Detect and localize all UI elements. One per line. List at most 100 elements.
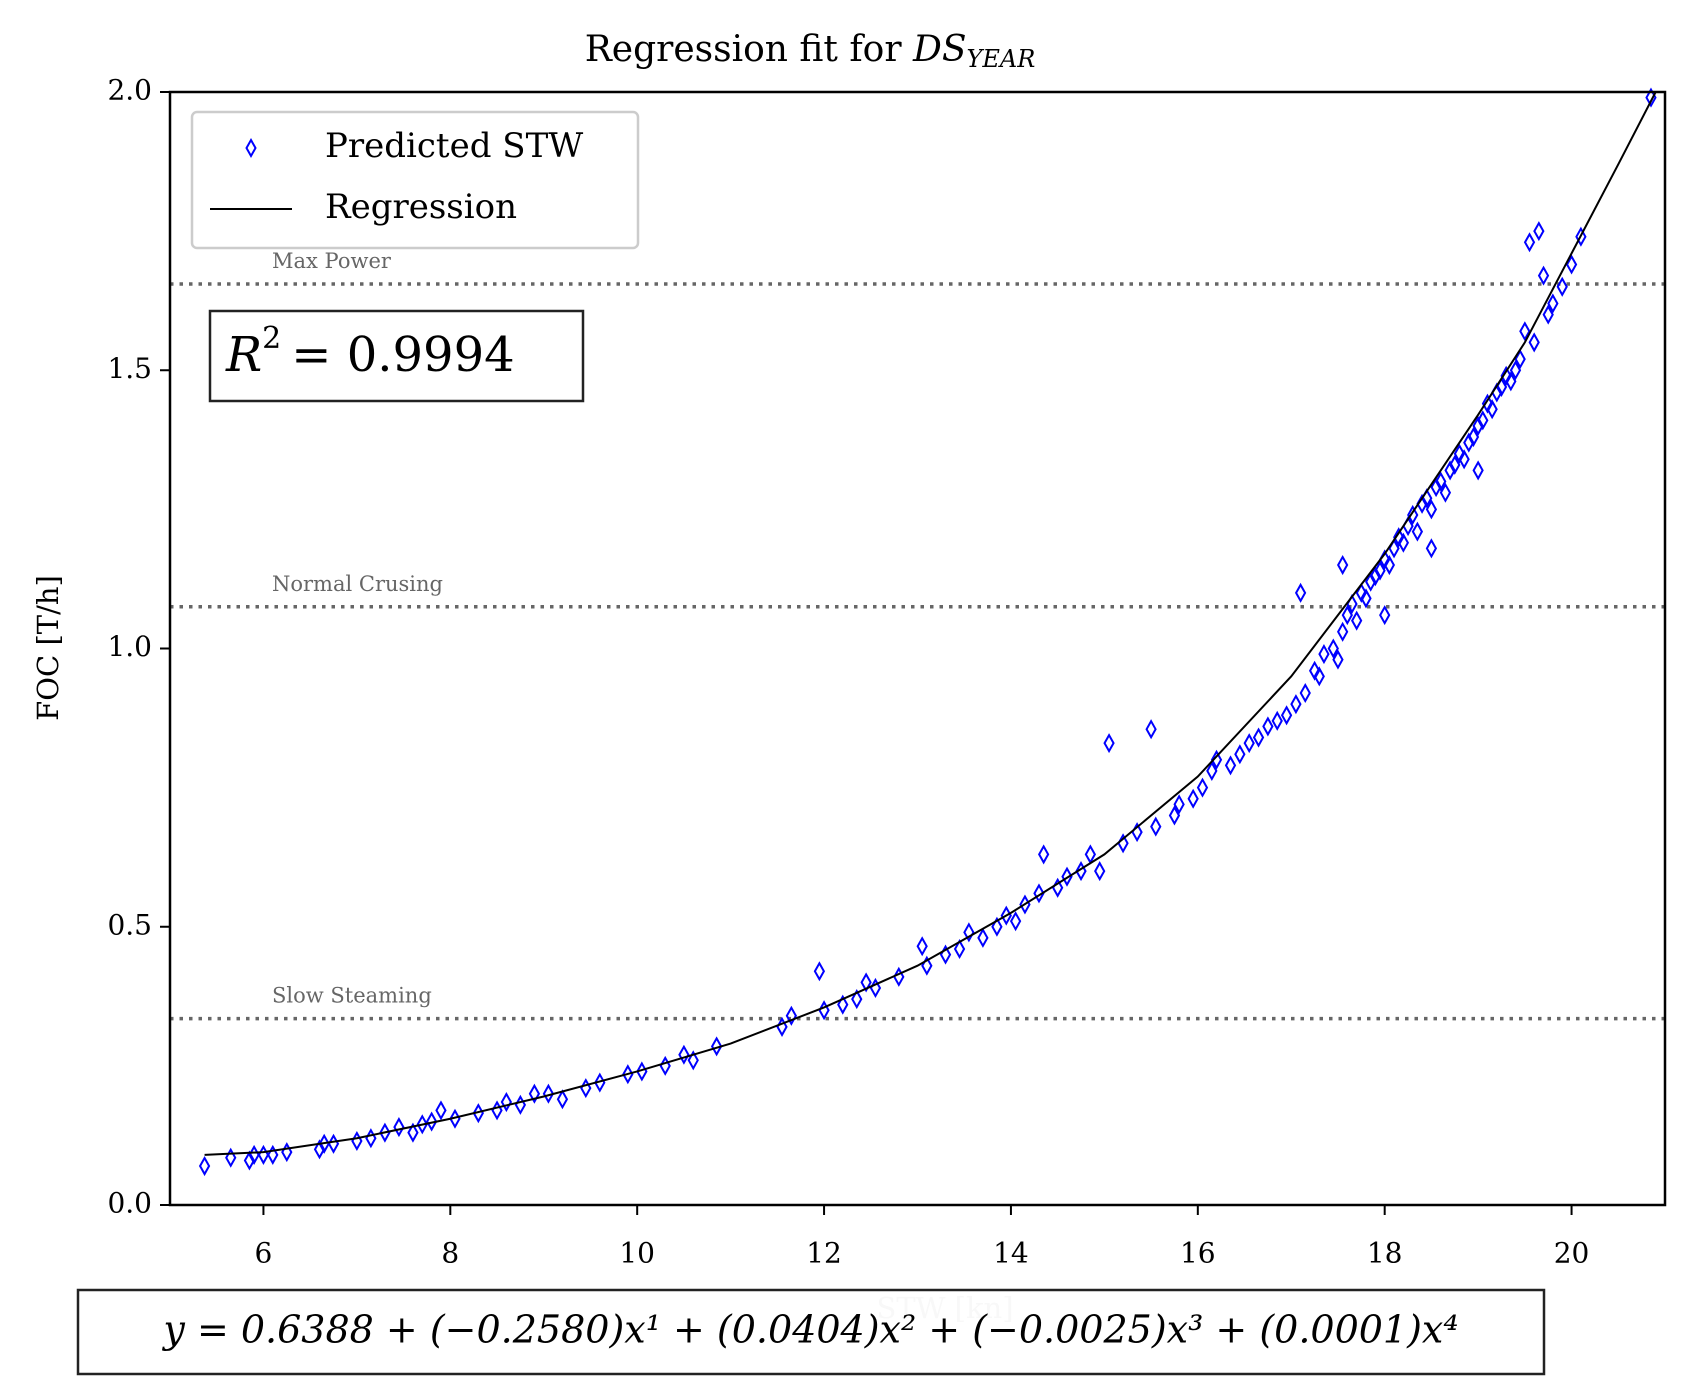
data-point	[1168, 805, 1181, 826]
data-point	[1252, 727, 1265, 748]
data-point	[1280, 705, 1293, 726]
data-point	[813, 961, 826, 982]
data-point	[1458, 449, 1470, 470]
equation: y = 0.6388 + (−0.2580)x¹ + (0.0404)x² + …	[161, 1308, 1458, 1352]
data-point	[860, 972, 872, 993]
data-point	[1308, 660, 1321, 681]
data-point	[916, 936, 928, 957]
data-point	[267, 1144, 279, 1165]
data-point	[1299, 682, 1311, 704]
data-point	[1453, 443, 1466, 464]
data-point	[1262, 716, 1274, 737]
data-point	[1206, 760, 1218, 781]
data-point	[1547, 293, 1559, 314]
reference-label: Max Power	[272, 249, 392, 273]
y-tick-label: 1.5	[107, 352, 152, 385]
y-axis-label: FOC [T/h]	[31, 575, 65, 721]
data-point	[1196, 777, 1209, 798]
reference-label: Slow Steaming	[272, 984, 432, 1008]
data-point	[687, 1050, 699, 1071]
legend-label: Regression	[325, 187, 517, 227]
data-point	[542, 1083, 555, 1104]
data-point	[1224, 755, 1237, 776]
data-point	[1103, 733, 1115, 754]
y-tick-label: 0.0	[107, 1187, 152, 1220]
regression-line	[204, 91, 1657, 1156]
data-point	[1542, 304, 1554, 325]
y-tick-label: 0.5	[107, 908, 152, 941]
r2-symbol: R	[225, 327, 262, 383]
data-point	[1271, 710, 1283, 731]
data-point	[1486, 399, 1498, 420]
data-point	[379, 1122, 391, 1143]
data-point	[851, 989, 863, 1010]
data-point	[785, 1005, 798, 1026]
legend-swatch	[245, 137, 257, 159]
data-point	[1379, 605, 1391, 626]
r2-exponent: 2	[262, 321, 281, 356]
data-point	[1528, 332, 1540, 353]
data-point	[1519, 321, 1531, 342]
data-point	[1365, 571, 1377, 592]
legend-box	[190, 110, 640, 250]
data-point	[1033, 883, 1045, 904]
data-point	[710, 1036, 723, 1057]
data-point	[1336, 621, 1349, 642]
x-tick-label: 20	[1554, 1237, 1590, 1270]
data-point	[1472, 460, 1484, 481]
r2-text: = 0.9994	[291, 327, 514, 383]
data-point	[1355, 582, 1367, 603]
data-point	[622, 1064, 634, 1085]
data-point	[1094, 861, 1106, 882]
data-point	[313, 1139, 326, 1160]
data-point	[435, 1100, 447, 1121]
data-point	[1393, 527, 1405, 548]
data-point	[416, 1114, 428, 1135]
x-tick-label: 10	[619, 1237, 655, 1270]
data-point	[1463, 432, 1475, 453]
chart-title: Regression fit for DSYEAR	[585, 29, 1036, 73]
data-point	[1374, 560, 1386, 581]
data-point	[1500, 365, 1512, 386]
data-point	[1383, 554, 1396, 576]
data-point	[1472, 415, 1484, 436]
data-point	[1351, 610, 1363, 631]
data-point	[991, 916, 1003, 937]
r2-box	[208, 309, 585, 403]
data-point	[1360, 588, 1372, 609]
data-point	[1467, 426, 1480, 448]
data-point	[678, 1044, 690, 1065]
data-point	[1037, 844, 1050, 865]
data-point	[1294, 582, 1307, 603]
data-point	[1477, 410, 1489, 431]
data-point	[1565, 254, 1578, 275]
data-point	[1533, 221, 1545, 242]
data-point	[1318, 644, 1330, 665]
data-point	[1435, 471, 1447, 492]
data-point	[1210, 749, 1223, 770]
data-point	[318, 1133, 330, 1154]
data-point	[528, 1083, 541, 1104]
data-point	[1397, 532, 1410, 553]
data-point	[1341, 605, 1353, 626]
title-sub: YEAR	[967, 45, 1036, 73]
data-point	[1514, 349, 1526, 370]
data-point	[1509, 360, 1522, 381]
data-point	[893, 966, 905, 987]
data-point	[1439, 482, 1452, 503]
y-tick-label: 1.0	[107, 630, 152, 663]
data-point	[1150, 816, 1162, 837]
title-text: Regression fit for	[585, 29, 913, 70]
data-point	[953, 938, 966, 960]
data-point	[1173, 794, 1185, 815]
title-math: DS	[912, 29, 967, 70]
data-point	[977, 927, 989, 948]
data-point	[556, 1089, 569, 1110]
data-point	[1327, 638, 1339, 659]
data-point	[243, 1150, 256, 1171]
plot-area: Max Power Normal Crusing Slow Steaming	[170, 87, 1665, 1177]
data-point	[1313, 666, 1325, 687]
data-point	[1425, 499, 1438, 520]
data-point	[1290, 694, 1302, 715]
